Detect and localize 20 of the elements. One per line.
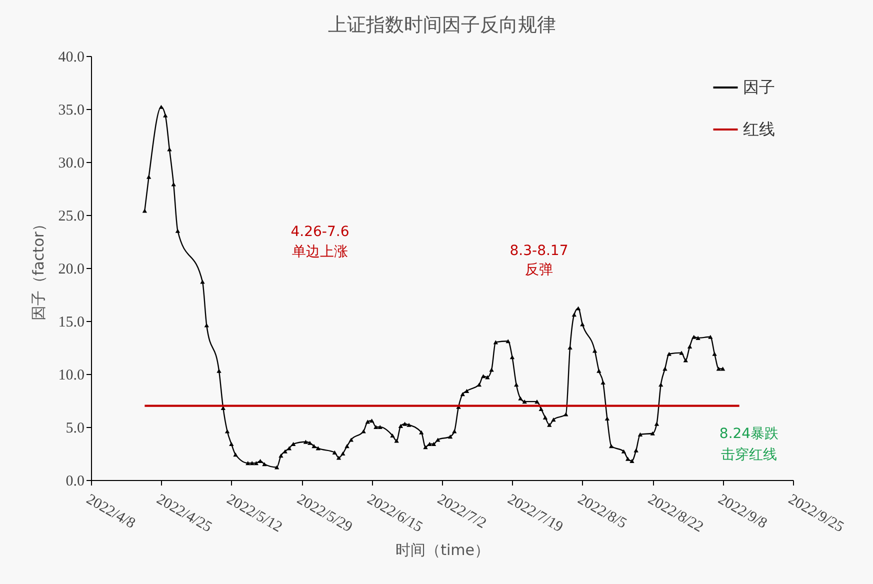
y-tick-label: 25.0 xyxy=(58,208,84,224)
legend-label: 因子 xyxy=(743,78,775,96)
y-tick-label: 5.0 xyxy=(66,420,84,436)
y-tick-label: 35.0 xyxy=(58,102,84,118)
y-tick-label: 0.0 xyxy=(66,474,84,490)
legend-label: 红线 xyxy=(743,120,775,138)
annotation: 8.24暴跌 xyxy=(719,426,779,442)
y-tick-label: 10.0 xyxy=(58,368,84,384)
y-tick-label: 30.0 xyxy=(58,156,84,172)
annotation: 击穿红线 xyxy=(721,447,777,463)
annotation: 8.3-8.17 xyxy=(510,243,568,259)
annotation: 反弹 xyxy=(525,262,553,278)
annotation: 4.26-7.6 xyxy=(290,224,350,240)
annotation: 单边上涨 xyxy=(292,244,348,260)
chart-title: 上证指数时间因子反向规律 xyxy=(328,14,556,36)
y-tick-label: 15.0 xyxy=(58,314,84,330)
y-tick-label: 20.0 xyxy=(58,262,84,278)
y-axis-title: 因子（factor） xyxy=(29,216,48,320)
x-axis-title: 时间（time） xyxy=(396,540,490,559)
y-tick-label: 40.0 xyxy=(58,50,84,66)
